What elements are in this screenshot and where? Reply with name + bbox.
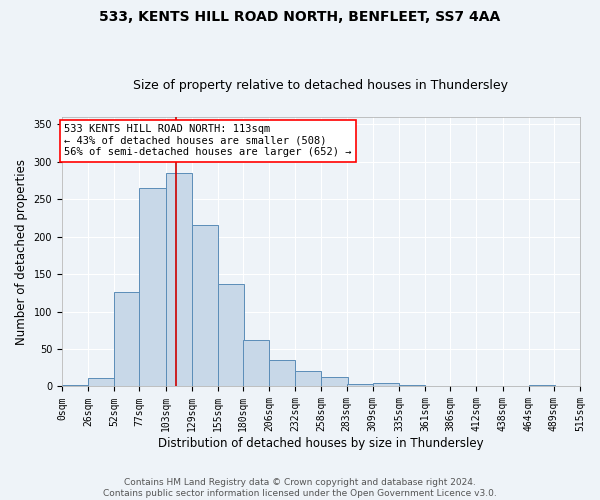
X-axis label: Distribution of detached houses by size in Thundersley: Distribution of detached houses by size … [158,437,484,450]
Bar [243,340,269,386]
Bar [166,173,191,386]
Bar [139,188,166,386]
Text: 533, KENTS HILL ROAD NORTH, BENFLEET, SS7 4AA: 533, KENTS HILL ROAD NORTH, BENFLEET, SS… [100,10,500,24]
Bar [218,284,244,386]
Title: Size of property relative to detached houses in Thundersley: Size of property relative to detached ho… [133,79,508,92]
Bar [295,370,322,386]
Bar [62,385,88,386]
Bar [373,382,399,386]
Bar [322,378,347,386]
Bar [399,385,425,386]
Text: Contains HM Land Registry data © Crown copyright and database right 2024.
Contai: Contains HM Land Registry data © Crown c… [103,478,497,498]
Bar [88,378,114,386]
Bar [269,360,295,386]
Bar [114,292,140,386]
Bar [347,384,373,386]
Text: 533 KENTS HILL ROAD NORTH: 113sqm
← 43% of detached houses are smaller (508)
56%: 533 KENTS HILL ROAD NORTH: 113sqm ← 43% … [64,124,352,158]
Bar [529,385,555,386]
Y-axis label: Number of detached properties: Number of detached properties [15,158,28,344]
Bar [191,226,218,386]
